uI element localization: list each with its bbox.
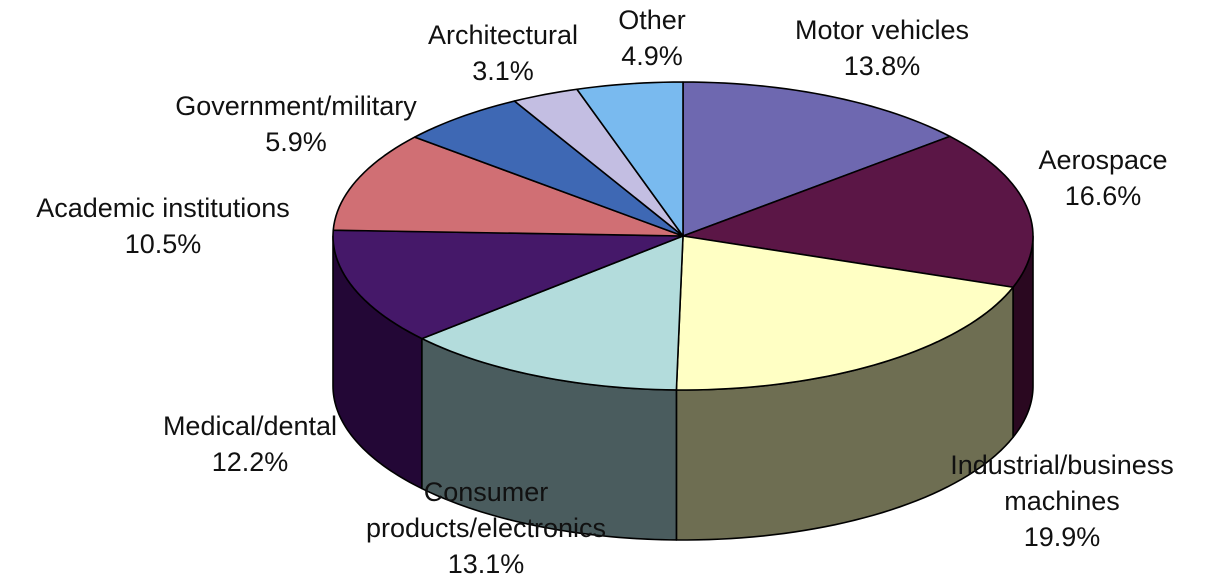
pie-slice-other — [576, 81, 684, 237]
pie-slice-industrial-business-machines — [675, 235, 1014, 391]
label-academic: Academic institutions 10.5% — [36, 190, 290, 262]
label-other: Other 4.9% — [618, 2, 686, 74]
label-architectural-value: 3.1% — [472, 56, 534, 86]
label-medical: Medical/dental 12.2% — [163, 408, 337, 480]
label-consumer: Consumer products/electronics 13.1% — [366, 474, 606, 582]
pie-side-walls — [332, 235, 1034, 541]
label-architectural-name: Architectural — [427, 20, 579, 50]
pie-slice-medical-dental — [332, 229, 684, 340]
pie-slice-motor-vehicles — [682, 81, 951, 237]
pie-slice-consumer-products-electronics — [421, 235, 684, 391]
label-industrial: Industrial/business machines 19.9% — [950, 447, 1174, 555]
label-motor-vehicles-value: 13.8% — [843, 51, 921, 81]
label-government: Government/military 5.9% — [175, 88, 417, 160]
label-medical-value: 12.2% — [211, 447, 289, 477]
label-industrial-name-2: machines — [1004, 486, 1120, 516]
label-industrial-value: 19.9% — [1023, 522, 1101, 552]
label-aerospace-value: 16.6% — [1064, 181, 1142, 211]
pie-top-faces — [332, 81, 1034, 391]
label-aerospace: Aerospace 16.6% — [1038, 142, 1167, 214]
label-other-name: Other — [618, 5, 686, 35]
label-academic-value: 10.5% — [124, 229, 202, 259]
label-academic-name: Academic institutions — [36, 193, 290, 223]
label-motor-vehicles: Motor vehicles 13.8% — [795, 12, 969, 84]
label-architectural: Architectural 3.1% — [428, 17, 578, 89]
label-other-value: 4.9% — [621, 41, 683, 71]
label-consumer-name-2: products/electronics — [365, 513, 607, 543]
label-motor-vehicles-name: Motor vehicles — [794, 15, 970, 45]
label-industrial-name-1: Industrial/business — [950, 450, 1174, 480]
label-aerospace-name: Aerospace — [1038, 145, 1168, 175]
label-consumer-name-1: Consumer — [423, 477, 549, 507]
label-government-value: 5.9% — [265, 127, 327, 157]
pie-slice-government-military — [413, 100, 684, 237]
pie-slice-academic-institutions — [332, 136, 684, 237]
label-medical-name: Medical/dental — [162, 411, 338, 441]
label-consumer-value: 13.1% — [447, 549, 525, 579]
pie-slice-architectural — [513, 88, 684, 237]
label-government-name: Government/military — [175, 91, 417, 121]
